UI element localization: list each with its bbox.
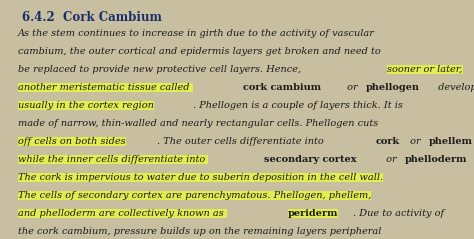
Text: As the stem continues to increase in girth due to the activity of vascular: As the stem continues to increase in gir… [18,29,375,38]
Text: or: or [407,137,424,146]
Text: periderm: periderm [288,209,338,218]
Text: The cells of secondary cortex are parenchymatous. Phellogen, phellem,: The cells of secondary cortex are parenc… [18,191,371,200]
Text: sooner or later,: sooner or later, [387,65,463,74]
Text: . Phellogen is a couple of layers thick. It is: . Phellogen is a couple of layers thick.… [193,101,403,110]
Text: . The outer cells differentiate into: . The outer cells differentiate into [157,137,327,146]
Text: made of narrow, thin-walled and nearly rectangular cells. Phellogen cuts: made of narrow, thin-walled and nearly r… [18,119,378,128]
Text: while the inner cells differentiate into: while the inner cells differentiate into [18,155,209,164]
Text: or: or [383,155,400,164]
Text: and phelloderm are collectively known as: and phelloderm are collectively known as [18,209,227,218]
Text: phellem: phellem [429,137,473,146]
Text: cork: cork [376,137,400,146]
Text: cork cambium: cork cambium [243,83,321,92]
Text: . Due to activity of: . Due to activity of [353,209,444,218]
Text: be replaced to provide new protective cell layers. Hence,: be replaced to provide new protective ce… [18,65,304,74]
Text: cambium, the outer cortical and epidermis layers get broken and need to: cambium, the outer cortical and epidermi… [18,47,381,56]
Text: phelloderm: phelloderm [405,155,467,164]
Text: develops,: develops, [436,83,474,92]
Text: The cork is impervious to water due to suberin deposition in the cell wall.: The cork is impervious to water due to s… [18,173,383,182]
Text: another meristematic tissue called: another meristematic tissue called [18,83,192,92]
Text: off cells on both sides: off cells on both sides [18,137,126,146]
Text: 6.4.2  Cork Cambium: 6.4.2 Cork Cambium [22,11,162,24]
Text: or: or [344,83,361,92]
Text: phellogen: phellogen [366,83,420,92]
Text: secondary cortex: secondary cortex [264,155,356,164]
Text: usually in the cortex region: usually in the cortex region [18,101,154,110]
Text: the cork cambium, pressure builds up on the remaining layers peripheral: the cork cambium, pressure builds up on … [18,227,382,236]
